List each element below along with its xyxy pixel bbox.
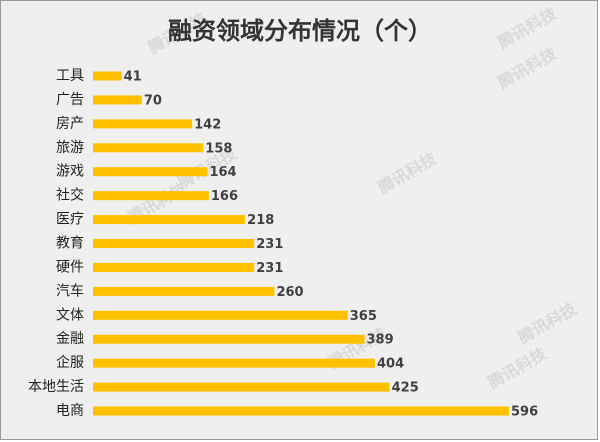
bar	[93, 406, 509, 416]
category-label: 企服	[56, 354, 84, 371]
category-label: 教育	[56, 236, 84, 252]
bar	[93, 95, 142, 105]
value-label: 218	[247, 213, 274, 228]
value-label: 404	[377, 357, 404, 372]
chart-title: 融资领域分布情况（个）	[168, 17, 432, 45]
value-label: 260	[276, 285, 303, 300]
category-label: 电商	[56, 403, 84, 419]
bar	[93, 167, 208, 177]
bar	[93, 358, 375, 368]
bar	[93, 191, 209, 201]
value-label: 70	[144, 93, 162, 108]
bar	[93, 262, 255, 272]
category-label: 文体	[56, 307, 84, 323]
category-label: 本地生活	[28, 379, 84, 395]
category-label: 广告	[56, 92, 84, 108]
bar	[93, 286, 275, 296]
bar	[93, 382, 390, 392]
value-label: 389	[367, 333, 394, 348]
value-label: 231	[256, 261, 283, 276]
value-label: 164	[209, 165, 236, 180]
category-label: 房产	[56, 116, 84, 132]
category-label: 旅游	[56, 140, 84, 156]
value-label: 166	[211, 189, 238, 204]
category-label: 工具	[56, 68, 84, 84]
category-label: 硬件	[56, 259, 84, 275]
bar	[93, 119, 193, 129]
bar	[93, 310, 348, 320]
category-label: 金融	[56, 331, 84, 347]
value-label: 231	[256, 237, 283, 252]
value-label: 425	[392, 381, 419, 396]
value-label: 158	[205, 141, 232, 156]
value-label: 142	[194, 117, 221, 132]
bar	[93, 215, 246, 225]
category-label: 汽车	[56, 282, 84, 299]
bar	[93, 143, 204, 153]
value-label: 596	[511, 405, 538, 420]
bar	[93, 239, 255, 249]
value-label: 365	[350, 309, 377, 324]
category-label: 医疗	[56, 212, 84, 228]
category-label: 社交	[56, 187, 84, 204]
value-label: 41	[124, 70, 142, 85]
bar	[93, 334, 365, 344]
bar	[93, 71, 122, 81]
category-label: 游戏	[56, 164, 84, 180]
